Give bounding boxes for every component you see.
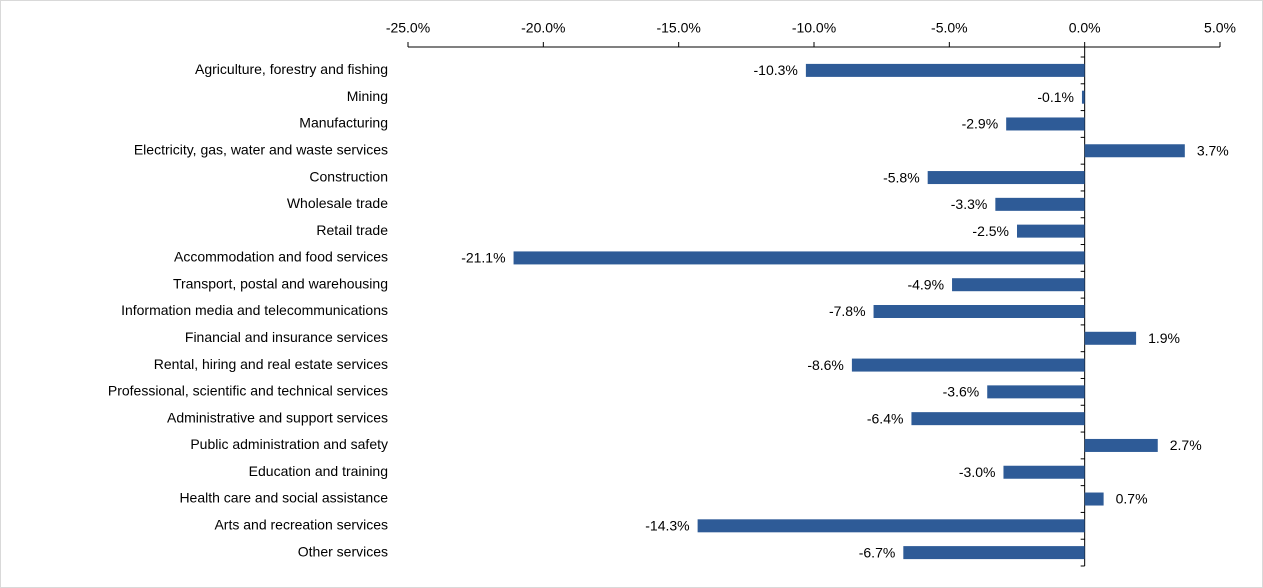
bar xyxy=(805,63,1085,77)
data-label: -0.1% xyxy=(1037,89,1074,105)
bar xyxy=(903,546,1085,560)
bar xyxy=(995,197,1085,211)
y-tick-label: Education and training xyxy=(249,463,388,479)
y-tick-label: Administrative and support services xyxy=(167,409,388,425)
data-label: -4.9% xyxy=(907,276,944,292)
x-tick-label: 5.0% xyxy=(1204,20,1236,36)
y-tick-label: Manufacturing xyxy=(299,115,388,131)
y-tick-label: Transport, postal and warehousing xyxy=(173,275,388,291)
y-tick-label: Professional, scientific and technical s… xyxy=(108,383,388,399)
x-tick-label: -10.0% xyxy=(792,20,836,36)
y-tick-label: Accommodation and food services xyxy=(174,249,388,265)
bar xyxy=(1084,144,1185,158)
bar xyxy=(513,251,1085,265)
data-label: -3.6% xyxy=(943,384,980,400)
bar xyxy=(1003,465,1085,479)
data-label: 1.9% xyxy=(1148,330,1180,346)
bar xyxy=(1084,331,1137,345)
y-tick-label: Construction xyxy=(309,168,388,184)
x-tick-label: -5.0% xyxy=(931,20,968,36)
y-tick-label: Retail trade xyxy=(316,222,388,238)
data-label: -3.0% xyxy=(959,464,996,480)
bar xyxy=(697,519,1085,533)
bar xyxy=(1084,438,1158,452)
data-label: -2.9% xyxy=(962,116,999,132)
data-label: -2.5% xyxy=(972,223,1009,239)
y-tick-label: Other services xyxy=(298,543,388,559)
y-tick-label: Electricity, gas, water and waste servic… xyxy=(134,141,388,157)
y-tick-label: Rental, hiring and real estate services xyxy=(154,356,388,372)
y-tick-label: Wholesale trade xyxy=(287,195,388,211)
data-label: -14.3% xyxy=(645,518,689,534)
bar xyxy=(911,412,1085,426)
bar xyxy=(1017,224,1085,238)
y-tick-label: Health care and social assistance xyxy=(179,490,388,506)
data-label: 3.7% xyxy=(1197,142,1229,158)
bar xyxy=(851,358,1085,372)
y-tick-label: Agriculture, forestry and fishing xyxy=(195,61,388,77)
bar xyxy=(927,171,1085,185)
data-label: -6.7% xyxy=(859,544,896,560)
y-tick-label: Arts and recreation services xyxy=(214,517,388,533)
data-label: -21.1% xyxy=(461,250,505,266)
data-label: -5.8% xyxy=(883,169,920,185)
bar xyxy=(1084,492,1104,506)
data-label: -10.3% xyxy=(754,62,798,78)
data-label: 2.7% xyxy=(1170,437,1202,453)
data-label: -8.6% xyxy=(807,357,844,373)
x-tick-label: -25.0% xyxy=(386,20,430,36)
y-tick-label: Mining xyxy=(347,88,388,104)
data-label: -3.3% xyxy=(951,196,988,212)
bar xyxy=(952,278,1085,292)
y-tick-label: Financial and insurance services xyxy=(185,329,388,345)
y-tick-label: Public administration and safety xyxy=(190,436,388,452)
x-tick-label: 0.0% xyxy=(1069,20,1101,36)
bar xyxy=(873,305,1085,318)
y-tick-label: Information media and telecommunications xyxy=(121,302,388,318)
bar xyxy=(987,385,1085,399)
bar xyxy=(1006,117,1085,131)
x-tick-label: -20.0% xyxy=(521,20,565,36)
x-tick-label: -15.0% xyxy=(656,20,700,36)
data-label: 0.7% xyxy=(1116,491,1148,507)
bar xyxy=(1081,90,1085,104)
data-label: -7.8% xyxy=(829,303,866,319)
data-label: -6.4% xyxy=(867,410,904,426)
